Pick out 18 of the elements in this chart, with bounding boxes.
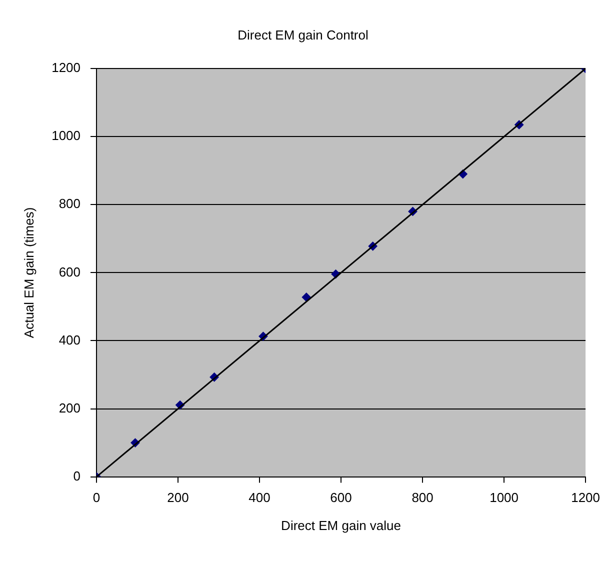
y-tick-label: 1200 bbox=[52, 60, 81, 76]
y-tick-label: 0 bbox=[73, 468, 81, 484]
x-tick-label: 0 bbox=[92, 490, 100, 506]
y-tick-label: 800 bbox=[58, 196, 81, 212]
x-tick-label: 400 bbox=[248, 490, 270, 506]
x-tick-label: 600 bbox=[330, 490, 352, 506]
x-tick-label: 1200 bbox=[571, 490, 600, 506]
y-axis-title: Actual EM gain (times) bbox=[21, 207, 36, 338]
x-tick-label: 800 bbox=[412, 490, 434, 506]
chart-title: Direct EM gain Control bbox=[238, 27, 368, 42]
point bbox=[302, 292, 311, 302]
y-tick-label: 200 bbox=[58, 400, 81, 416]
x-tick-label: 1000 bbox=[490, 490, 518, 506]
x-axis-title: Direct EM gain value bbox=[281, 518, 402, 533]
x-tick-label: 200 bbox=[167, 490, 189, 506]
y-tick-label: 400 bbox=[58, 332, 81, 348]
y-tick-label: 1000 bbox=[52, 128, 81, 144]
y-tick-label: 600 bbox=[58, 264, 81, 280]
